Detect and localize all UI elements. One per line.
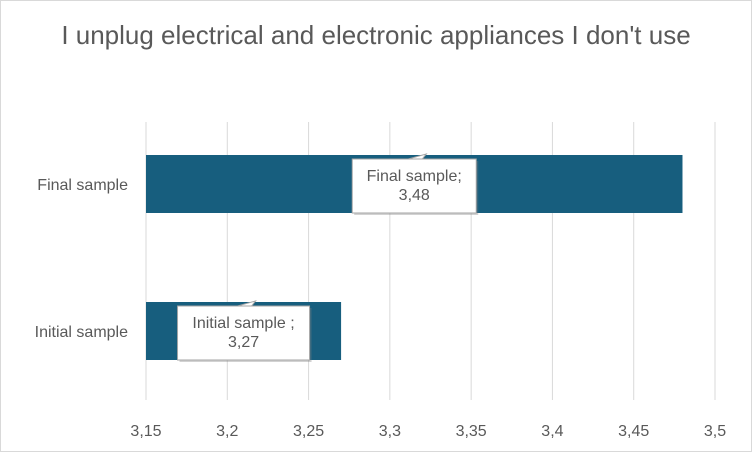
x-tick-label: 3,4 bbox=[541, 423, 563, 440]
x-tick-label: 3,35 bbox=[456, 423, 487, 440]
data-label-pointer bbox=[408, 153, 428, 160]
category-label: Final sample bbox=[37, 177, 128, 194]
data-label-pointer bbox=[237, 300, 257, 307]
x-tick-label: 3,25 bbox=[293, 423, 324, 440]
x-tick-label: 3,15 bbox=[130, 423, 161, 440]
data-label: Initial sample ; 3,27 bbox=[192, 315, 294, 351]
x-tick-label: 3,2 bbox=[216, 423, 238, 440]
chart-title: I unplug electrical and electronic appli… bbox=[61, 20, 691, 50]
x-tick-label: 3,5 bbox=[704, 423, 726, 440]
x-tick-label: 3,45 bbox=[618, 423, 649, 440]
category-label: Initial sample bbox=[35, 324, 128, 341]
data-label: Final sample; 3,48 bbox=[367, 168, 462, 204]
data-label-box bbox=[177, 305, 311, 361]
data-label-box bbox=[351, 158, 477, 214]
x-tick-label: 3,3 bbox=[379, 423, 401, 440]
